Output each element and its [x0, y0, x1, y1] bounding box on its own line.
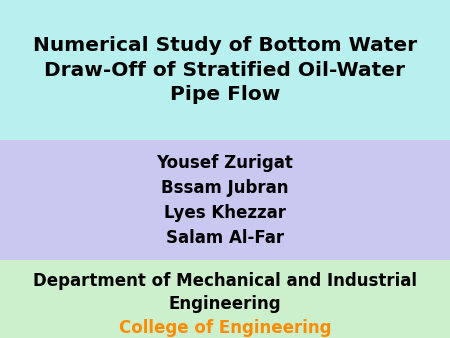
Bar	[0, 140, 450, 260]
Bar	[0, 260, 450, 338]
Bar	[0, 0, 450, 140]
Text: Yousef Zurigat
Bssam Jubran
Lyes Khezzar
Salam Al-Far: Yousef Zurigat Bssam Jubran Lyes Khezzar…	[157, 154, 293, 247]
Text: Department of Mechanical and Industrial
Engineering: Department of Mechanical and Industrial …	[33, 272, 417, 313]
Text: College of Engineering: College of Engineering	[119, 319, 331, 337]
Text: Numerical Study of Bottom Water
Draw-Off of Stratified Oil-Water
Pipe Flow: Numerical Study of Bottom Water Draw-Off…	[33, 37, 417, 104]
